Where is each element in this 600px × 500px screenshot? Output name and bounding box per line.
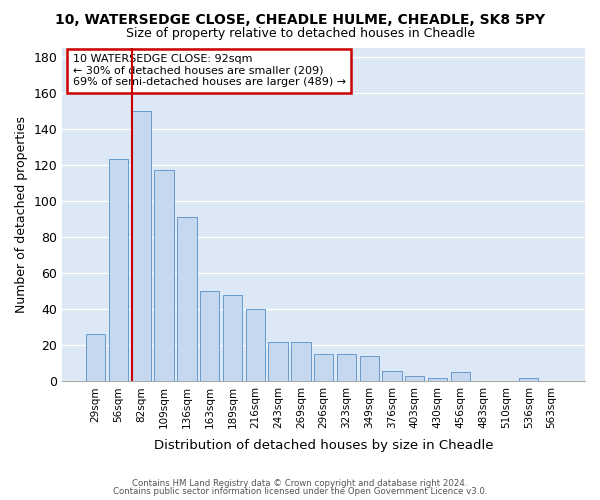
Bar [131,110,151,382]
Bar [245,309,265,382]
Bar [109,160,128,382]
Text: Contains HM Land Registry data © Crown copyright and database right 2024.: Contains HM Land Registry data © Crown c… [132,478,468,488]
Bar [223,295,242,382]
X-axis label: Distribution of detached houses by size in Cheadle: Distribution of detached houses by size … [154,440,493,452]
Bar [314,354,334,382]
Bar [451,372,470,382]
Bar [405,376,424,382]
Bar [519,378,538,382]
Bar [268,342,288,382]
Bar [359,356,379,382]
Bar [86,334,106,382]
Text: Size of property relative to detached houses in Cheadle: Size of property relative to detached ho… [125,28,475,40]
Bar [200,291,220,382]
Bar [177,217,197,382]
Bar [428,378,447,382]
Text: 10 WATERSEDGE CLOSE: 92sqm
← 30% of detached houses are smaller (209)
69% of sem: 10 WATERSEDGE CLOSE: 92sqm ← 30% of deta… [73,54,346,88]
Bar [291,342,311,382]
Bar [337,354,356,382]
Bar [382,370,402,382]
Bar [154,170,174,382]
Y-axis label: Number of detached properties: Number of detached properties [15,116,28,313]
Text: Contains public sector information licensed under the Open Government Licence v3: Contains public sector information licen… [113,487,487,496]
Text: 10, WATERSEDGE CLOSE, CHEADLE HULME, CHEADLE, SK8 5PY: 10, WATERSEDGE CLOSE, CHEADLE HULME, CHE… [55,12,545,26]
